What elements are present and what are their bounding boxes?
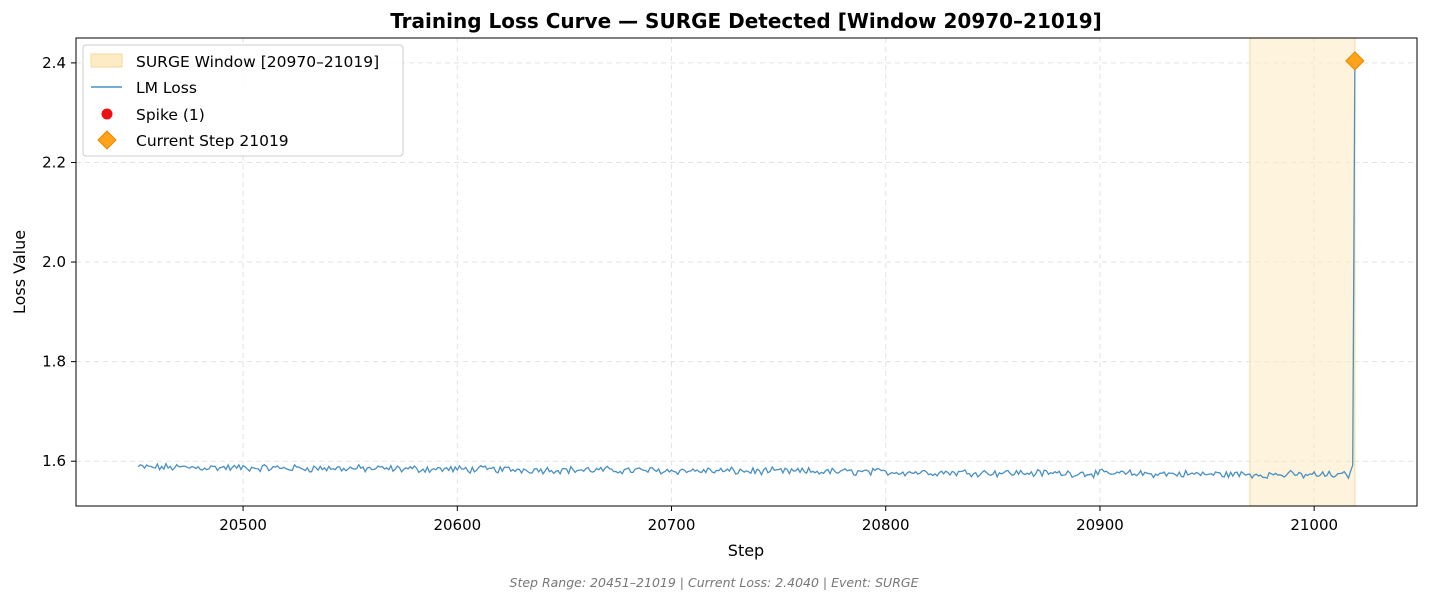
legend-spike-label: Spike (1) — [136, 106, 205, 124]
x-tick-label-0: 20500 — [219, 516, 267, 534]
x-tick-label-2: 20700 — [648, 516, 696, 534]
lm-loss-line — [137, 60, 1356, 480]
legend: SURGE Window [20970–21019] LM Loss Spike… — [82, 44, 404, 157]
x-axis-label: Step — [728, 541, 764, 560]
plot-frame — [75, 37, 1418, 507]
x-tick-label-4: 20900 — [1076, 516, 1124, 534]
surge-window-band — [1249, 37, 1356, 507]
footer-summary: Step Range: 20451–21019 | Current Loss: … — [510, 575, 919, 590]
legend-box — [82, 44, 404, 157]
series-layer — [137, 60, 1356, 480]
legend-surge-window-swatch — [90, 53, 123, 68]
marker-layer — [1345, 51, 1365, 71]
chart-title: Training Loss Curve — SURGE Detected [Wi… — [390, 9, 1102, 33]
current-step-marker — [1345, 51, 1365, 71]
y-tick-label-3: 2.2 — [42, 153, 66, 171]
y-axis: 1.6 1.8 2.0 2.2 2.4 — [42, 54, 76, 470]
y-tick-label-4: 2.4 — [42, 54, 66, 72]
y-tick-label-2: 2.0 — [42, 253, 66, 271]
grid — [76, 38, 1417, 506]
x-tick-label-5: 21000 — [1290, 516, 1338, 534]
legend-spike-swatch — [101, 108, 113, 120]
legend-current-step-swatch — [97, 130, 117, 150]
y-tick-label-0: 1.6 — [42, 452, 66, 470]
x-tick-label-1: 20600 — [433, 516, 481, 534]
surge-window-layer — [1249, 37, 1356, 507]
y-tick-label-1: 1.8 — [42, 353, 66, 371]
y-axis-label: Loss Value — [10, 230, 29, 314]
legend-surge-window-label: SURGE Window [20970–21019] — [136, 53, 379, 71]
legend-current-step-label: Current Step 21019 — [136, 132, 289, 150]
legend-lm-loss-label: LM Loss — [136, 79, 197, 97]
x-tick-label-3: 20800 — [862, 516, 910, 534]
x-axis: 20500 20600 20700 20800 20900 21000 — [219, 506, 1338, 534]
